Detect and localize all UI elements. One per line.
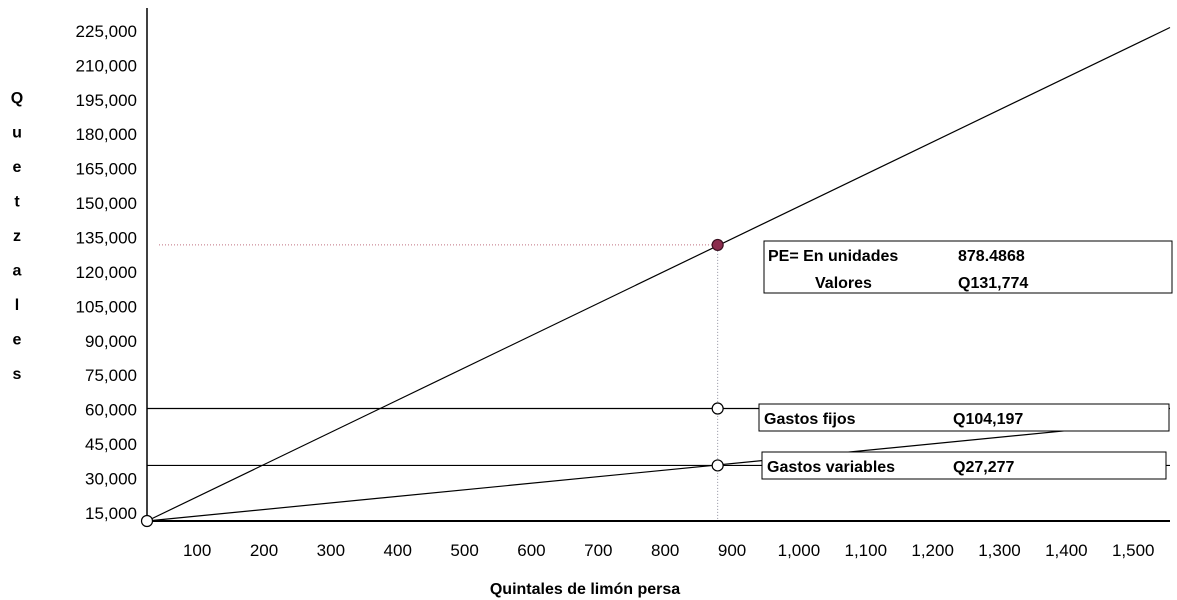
- x-tick-label: 1,400: [1045, 541, 1088, 560]
- y-axis-label-letter: s: [13, 366, 22, 383]
- variable-cost-line: [146, 427, 1094, 522]
- pe-box: [763, 240, 1173, 294]
- x-tick-label: 700: [584, 541, 612, 560]
- data-marker: [711, 459, 724, 472]
- y-tick-label: 105,000: [76, 297, 137, 316]
- y-axis-label-letter: t: [14, 194, 20, 211]
- y-tick-label: 135,000: [76, 229, 137, 248]
- x-tick-label: 1,200: [911, 541, 954, 560]
- fixed-costs-box: [758, 403, 1170, 432]
- x-tick-label: 300: [317, 541, 345, 560]
- pe-annotation: PE= En unidades 878.4868 Valores Q131,77…: [763, 240, 1173, 294]
- variable-costs-annotation: Gastos variables Q27,277: [761, 451, 1167, 480]
- y-tick-label: 180,000: [76, 125, 137, 144]
- y-axis-label-letter: u: [12, 125, 22, 142]
- y-axis-label-letter: Q: [11, 90, 23, 107]
- x-tick-label: 800: [651, 541, 679, 560]
- variable-costs-value: Q27,277: [953, 459, 1014, 476]
- variable-costs-box: [761, 451, 1167, 480]
- markers-layer: [140, 238, 724, 528]
- y-tick-label: 30,000: [85, 470, 137, 489]
- x-tick-label: 1,500: [1112, 541, 1155, 560]
- fixed-costs-label: Gastos fijos: [764, 411, 856, 428]
- data-marker: [711, 402, 724, 415]
- y-axis-label-letter: e: [13, 159, 22, 176]
- axes-layer: [146, 8, 1170, 522]
- x-tick-label: 100: [183, 541, 211, 560]
- income-line: [146, 26, 1171, 522]
- x-tick-label: 1,100: [845, 541, 888, 560]
- x-tick-label: 1,300: [978, 541, 1021, 560]
- y-tick-label: 225,000: [76, 22, 137, 41]
- fixed-costs-annotation: Gastos fijos Q104,197: [758, 403, 1170, 432]
- y-tick-label: 15,000: [85, 504, 137, 523]
- break-even-marker: [711, 238, 724, 252]
- y-axis-label-letter: l: [15, 297, 19, 314]
- y-tick-label: 150,000: [76, 194, 137, 213]
- x-tick-label: 500: [450, 541, 478, 560]
- variable-costs-label: Gastos variables: [767, 459, 895, 476]
- fixed-costs-value: Q104,197: [953, 411, 1023, 428]
- y-tick-label: 195,000: [76, 91, 137, 110]
- y-axis-label-letter: a: [13, 263, 22, 280]
- data-marker: [140, 514, 154, 528]
- x-tick-label: 400: [384, 541, 412, 560]
- x-axis-label: Quintales de limón persa: [490, 581, 680, 598]
- pe-values-label: Valores: [815, 275, 872, 292]
- y-tick-label: 60,000: [85, 401, 137, 420]
- y-tick-label: 120,000: [76, 263, 137, 282]
- y-axis-label-letter: z: [13, 228, 21, 245]
- x-tick-label: 600: [517, 541, 545, 560]
- y-tick-label: 165,000: [76, 160, 137, 179]
- y-tick-label: 45,000: [85, 435, 137, 454]
- ticks-layer: 15,000 30,000 45,000 60,000 75,000 90,000 105,…: [76, 22, 1155, 560]
- pe-values-value: Q131,774: [958, 275, 1028, 292]
- x-tick-label: 200: [250, 541, 278, 560]
- x-tick-label: 900: [718, 541, 746, 560]
- x-tick-label: 1,000: [778, 541, 821, 560]
- y-tick-label: 210,000: [76, 56, 137, 75]
- y-axis-label-letter: e: [13, 332, 22, 349]
- pe-units-value: 878.4868: [958, 248, 1025, 265]
- y-tick-label: 75,000: [85, 366, 137, 385]
- pe-units-label: PE= En unidades: [768, 248, 898, 265]
- y-tick-label: 90,000: [85, 332, 137, 351]
